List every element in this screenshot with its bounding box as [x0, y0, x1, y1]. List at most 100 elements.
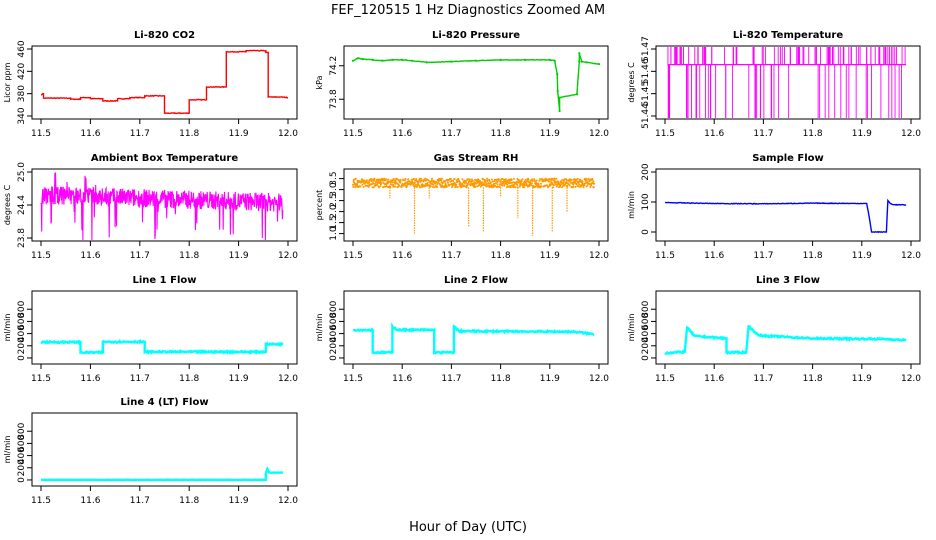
panel-title: Li-820 Temperature	[733, 30, 843, 41]
data-point	[457, 177, 460, 180]
data-point	[431, 177, 434, 180]
data-point	[489, 182, 492, 184]
data-point	[527, 178, 530, 181]
data-point	[498, 185, 501, 188]
y-tick-label: 200	[329, 337, 339, 354]
x-tick-label: 11.5	[655, 129, 675, 139]
x-tick-label: 11.7	[753, 251, 773, 261]
data-point	[586, 180, 589, 183]
data-point	[485, 185, 488, 188]
data-point	[467, 182, 470, 185]
figure-title: FEF_120515 1 Hz Diagnostics Zoomed AM	[331, 3, 605, 18]
data-point	[381, 59, 384, 62]
data-point	[562, 180, 565, 183]
data-point	[431, 186, 434, 188]
y-tick-label: 400	[641, 325, 651, 342]
panel-title: Sample Flow	[752, 153, 824, 164]
data-point	[572, 185, 575, 188]
data-point	[557, 181, 560, 184]
y-axis-label: kPa	[315, 75, 324, 89]
data-point	[428, 180, 431, 183]
data-point	[387, 178, 390, 181]
x-tick-label: 11.7	[130, 496, 150, 506]
y-tick-label: 200	[641, 163, 651, 180]
x-tick-label: 12.0	[901, 251, 921, 261]
x-tick-label: 11.8	[179, 129, 199, 139]
data-point	[380, 181, 383, 184]
data-point	[413, 181, 416, 184]
x-tick-label: 11.7	[441, 251, 461, 261]
data-point	[554, 180, 557, 183]
data-point	[491, 180, 494, 183]
x-tick-label: 11.5	[31, 496, 51, 506]
data-point	[514, 186, 517, 189]
series-line	[352, 53, 599, 112]
data-point	[510, 179, 513, 181]
data-point	[452, 183, 455, 186]
figure-xlabel: Hour of Day (UTC)	[409, 520, 527, 535]
x-tick-label: 11.8	[803, 129, 823, 139]
y-tick-label: 420	[17, 62, 27, 79]
data-point	[553, 177, 556, 180]
data-point	[561, 179, 564, 181]
data-point	[373, 177, 376, 180]
panel-title: Ambient Box Temperature	[91, 153, 238, 164]
data-point	[490, 184, 493, 186]
data-point	[401, 58, 404, 62]
x-tick-label: 12.0	[589, 129, 609, 139]
y-axis-label: ml/min	[627, 314, 636, 342]
data-point	[565, 178, 568, 181]
y-tick-label: 1.5	[329, 215, 339, 229]
data-point	[394, 181, 397, 183]
series-line	[664, 198, 907, 234]
data-point	[575, 93, 579, 96]
series-line	[40, 172, 284, 241]
panel-title: Li-820 CO2	[134, 30, 195, 41]
data-point	[415, 178, 418, 180]
data-point	[574, 185, 577, 188]
data-point	[452, 180, 455, 182]
data-point	[560, 186, 563, 189]
plot-frame	[31, 45, 298, 120]
y-tick-label: 51.46	[641, 58, 651, 84]
data-point	[494, 184, 497, 187]
x-tick-label: 11.8	[491, 251, 511, 261]
x-tick-label: 11.9	[852, 251, 872, 261]
x-tick-label: 11.9	[229, 251, 249, 261]
data-point	[578, 52, 581, 55]
y-tick-label: 600	[641, 313, 651, 330]
x-tick-label: 11.8	[179, 251, 199, 261]
plot-frame	[343, 168, 609, 242]
data-point	[490, 178, 493, 181]
data-point	[373, 179, 376, 182]
data-point	[592, 186, 595, 189]
data-point	[486, 177, 489, 180]
y-axis-label: Licor ppm	[3, 62, 12, 102]
data-point	[503, 184, 506, 187]
y-tick-label: 800	[17, 422, 27, 439]
data-point	[385, 178, 388, 181]
x-tick-label: 11.9	[540, 374, 560, 384]
x-tick-label: 11.9	[229, 374, 249, 384]
data-point	[556, 73, 559, 76]
chart-panel: Line 2 Flow ml/min 11.5 11.6 11.7 11.8 11.9 12.…	[315, 275, 609, 384]
data-point	[546, 184, 549, 187]
data-point	[504, 178, 507, 181]
x-tick-label: 11.6	[392, 129, 412, 139]
panel-title: Gas Stream RH	[434, 153, 519, 164]
x-tick-label: 11.8	[491, 129, 511, 139]
data-point	[424, 177, 427, 180]
data-point	[486, 179, 489, 182]
data-point	[570, 178, 573, 181]
data-point	[426, 182, 429, 185]
y-axis-label: degrees C	[3, 184, 12, 225]
data-point	[474, 185, 477, 188]
data-point	[453, 182, 456, 185]
data-point	[441, 177, 443, 180]
x-tick-label: 11.9	[540, 129, 560, 139]
y-tick-label: 1.0	[329, 226, 339, 241]
data-point	[456, 186, 459, 189]
data-point	[528, 185, 531, 188]
data-point	[499, 180, 502, 183]
